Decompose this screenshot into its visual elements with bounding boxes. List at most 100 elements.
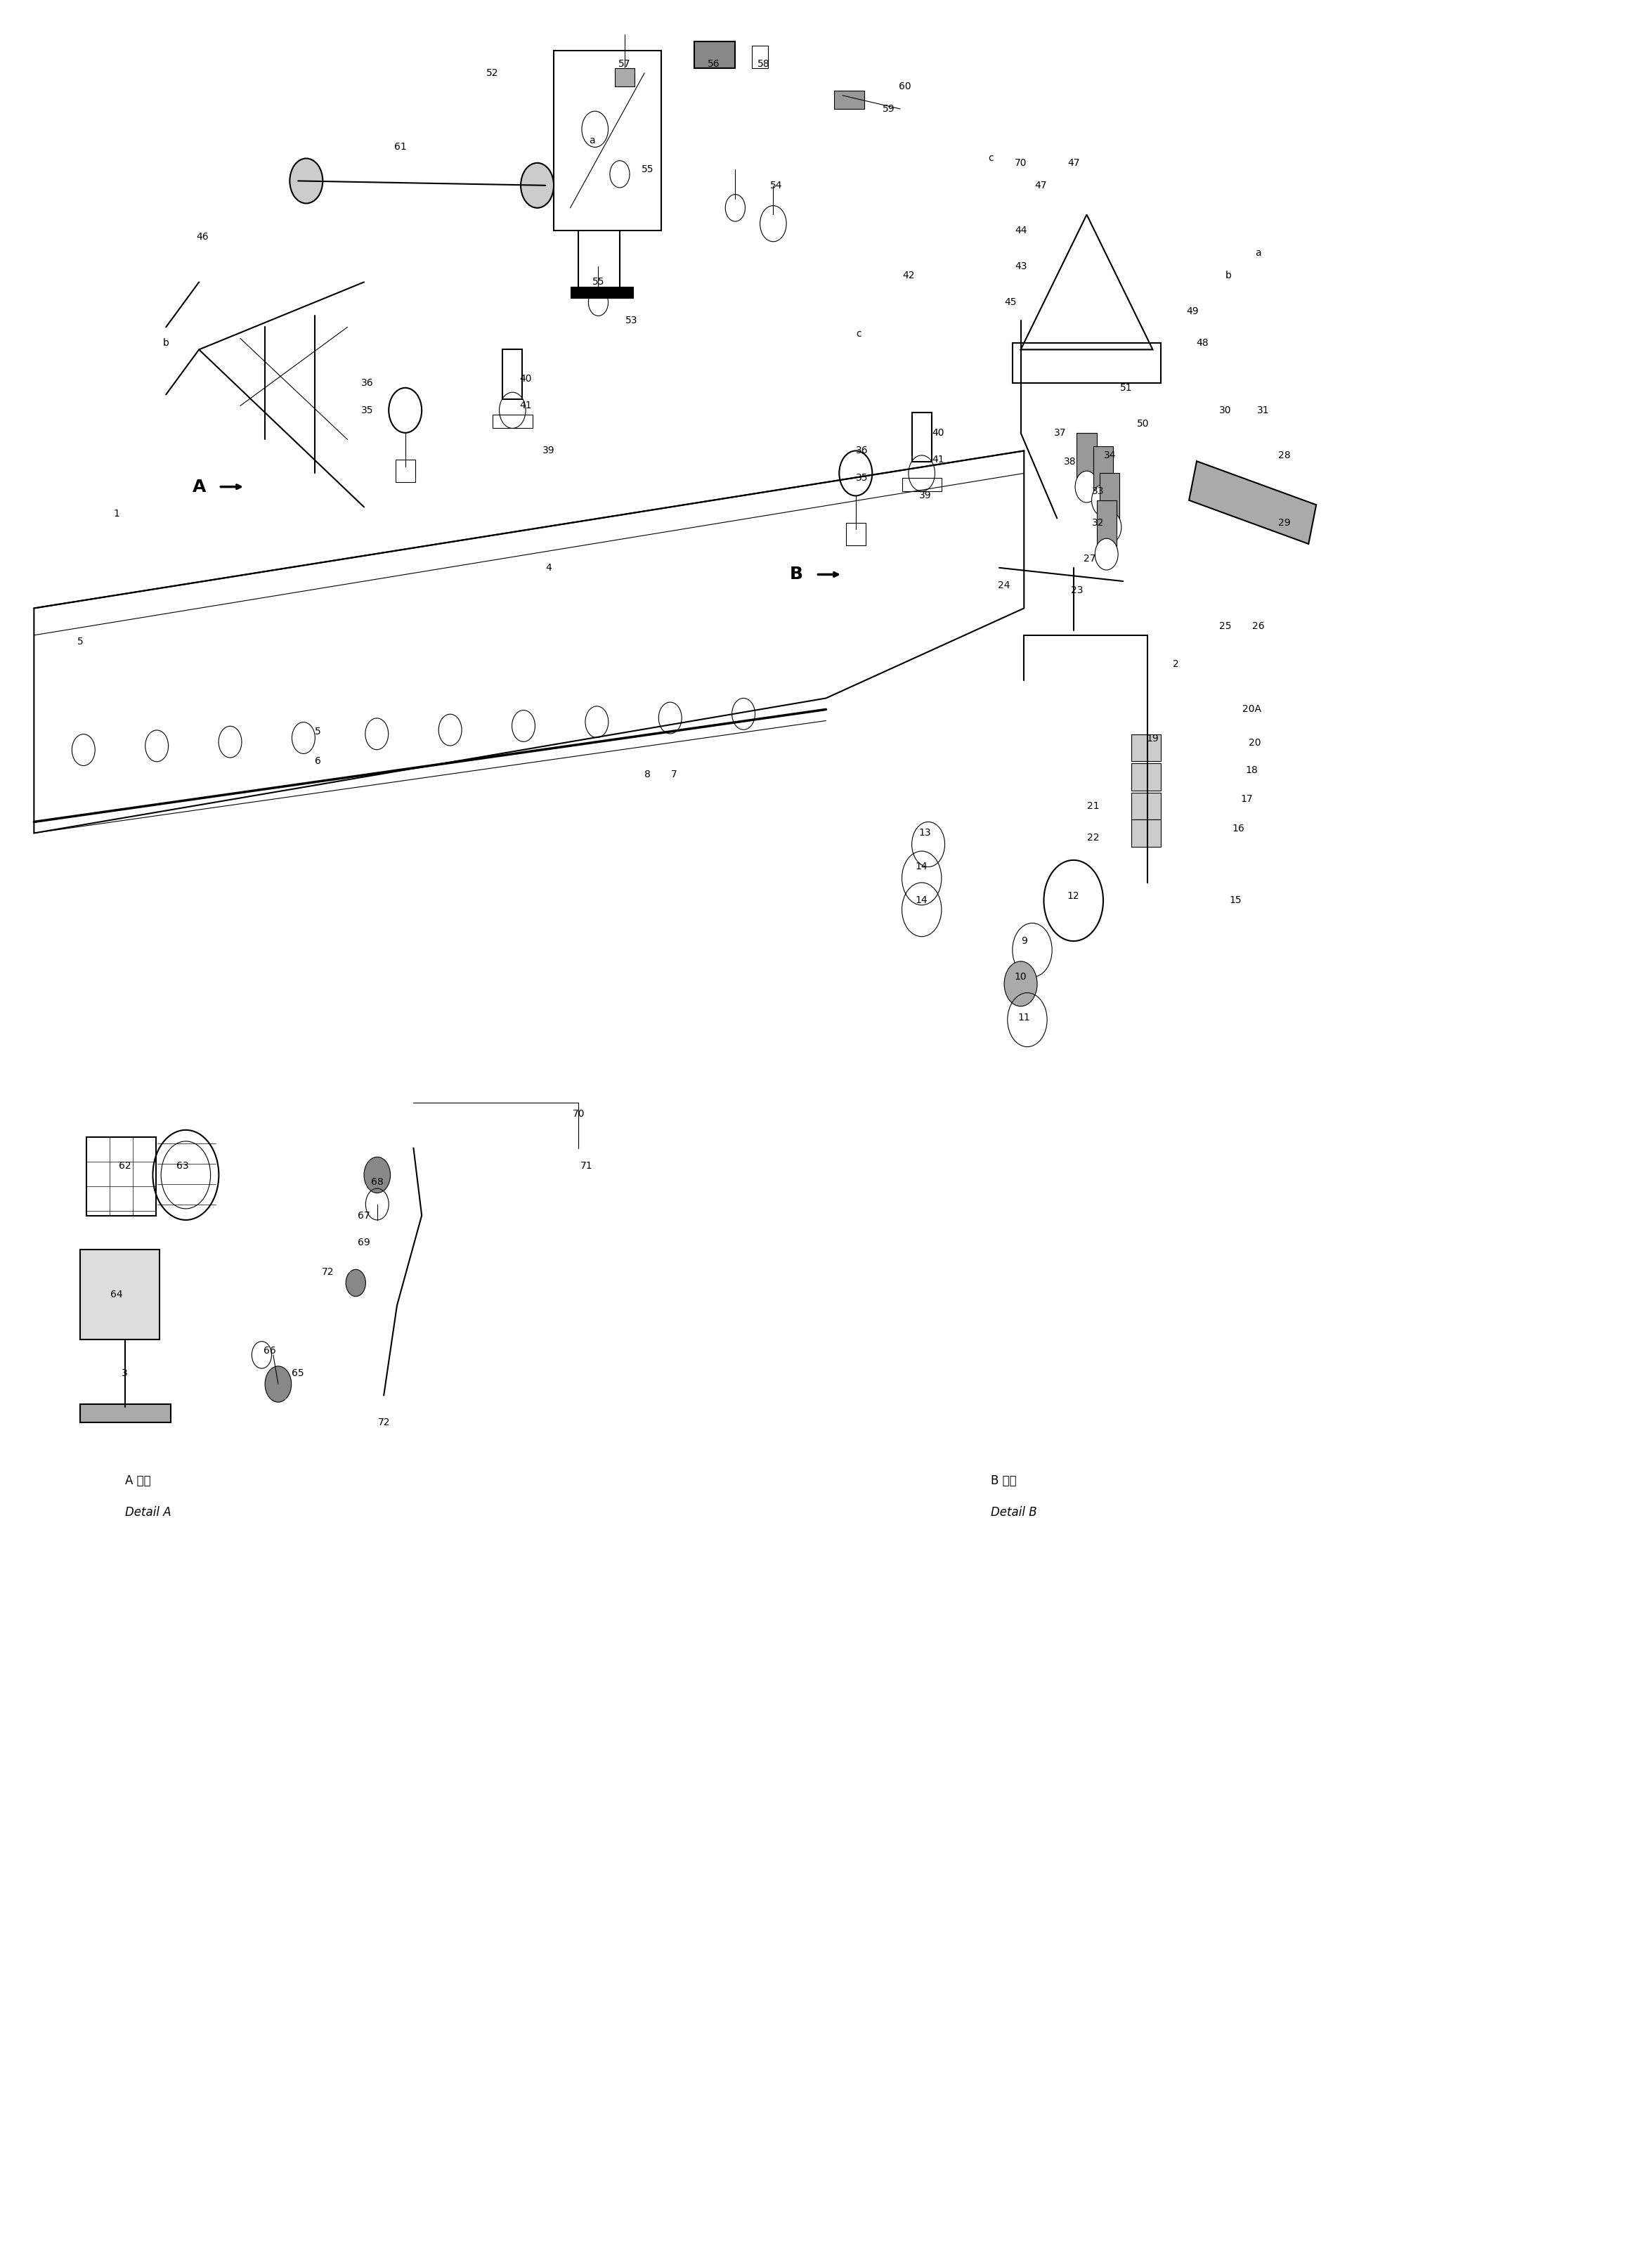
Circle shape [345, 1270, 365, 1297]
Text: 36: 36 [856, 446, 869, 455]
Text: 25: 25 [1219, 621, 1231, 630]
Text: 39: 39 [919, 491, 932, 500]
Text: 65: 65 [292, 1369, 304, 1378]
Bar [553, 50, 661, 230]
Text: 69: 69 [358, 1238, 370, 1247]
Bar [81, 1405, 170, 1423]
Text: Detail A: Detail A [126, 1506, 170, 1519]
Text: 67: 67 [358, 1211, 370, 1220]
Text: 21: 21 [1087, 801, 1100, 810]
Text: 62: 62 [119, 1162, 131, 1171]
Text: 6: 6 [314, 756, 320, 765]
Text: 20A: 20A [1242, 705, 1260, 714]
Text: 44: 44 [1014, 225, 1028, 236]
Bar [1132, 792, 1161, 819]
Circle shape [1092, 484, 1115, 515]
Text: 63: 63 [177, 1162, 188, 1171]
Text: 47: 47 [1067, 158, 1080, 169]
Text: 72: 72 [322, 1267, 334, 1276]
Text: c: c [988, 153, 995, 164]
Text: 51: 51 [1120, 383, 1133, 392]
Bar [752, 45, 768, 68]
Bar [1094, 446, 1113, 495]
Bar [1100, 473, 1120, 522]
Text: 49: 49 [1186, 306, 1198, 315]
Text: 5: 5 [78, 637, 83, 646]
Circle shape [289, 158, 322, 203]
Bar [1097, 500, 1117, 549]
Text: 47: 47 [1034, 180, 1047, 191]
Circle shape [1075, 470, 1099, 502]
Text: 4: 4 [545, 563, 552, 572]
Text: 41: 41 [519, 401, 532, 410]
Text: b: b [1226, 270, 1232, 281]
Text: 1: 1 [114, 509, 119, 518]
Text: 57: 57 [618, 59, 631, 70]
Bar [1132, 763, 1161, 790]
Bar [834, 90, 864, 108]
Text: 29: 29 [1279, 518, 1290, 527]
Text: 72: 72 [378, 1418, 390, 1427]
Text: 64: 64 [111, 1290, 122, 1299]
Bar [1013, 342, 1161, 383]
Text: 70: 70 [572, 1110, 585, 1119]
Text: B 詳細: B 詳細 [991, 1474, 1016, 1488]
Text: 14: 14 [915, 862, 928, 871]
Text: 34: 34 [1104, 450, 1117, 459]
Text: 18: 18 [1246, 765, 1257, 774]
Bar [912, 412, 932, 461]
Text: 5: 5 [316, 727, 320, 736]
Text: 2: 2 [1173, 660, 1180, 669]
Text: 20: 20 [1249, 738, 1260, 747]
Text: 43: 43 [1014, 261, 1028, 272]
Text: 38: 38 [1064, 457, 1077, 466]
Bar [902, 477, 942, 491]
Text: 54: 54 [770, 180, 783, 191]
Text: 59: 59 [882, 104, 895, 115]
Text: 36: 36 [362, 378, 373, 387]
Text: 32: 32 [1092, 518, 1105, 527]
Bar [1132, 819, 1161, 846]
Bar [1077, 432, 1097, 482]
Text: 19: 19 [1146, 734, 1160, 743]
Text: 52: 52 [487, 68, 499, 79]
Text: 11: 11 [1018, 1013, 1031, 1022]
Text: 41: 41 [932, 455, 945, 464]
Text: A 詳細: A 詳細 [126, 1474, 150, 1488]
Text: 26: 26 [1252, 621, 1264, 630]
Text: 12: 12 [1067, 891, 1080, 900]
Text: 13: 13 [919, 828, 932, 837]
Text: 35: 35 [362, 405, 373, 414]
Bar [694, 41, 735, 68]
Text: 58: 58 [757, 59, 770, 70]
Text: 16: 16 [1232, 824, 1244, 833]
Circle shape [1095, 538, 1118, 570]
Text: 28: 28 [1279, 450, 1290, 459]
Text: 70: 70 [1014, 158, 1028, 169]
Bar [81, 1249, 159, 1339]
Text: 48: 48 [1196, 338, 1208, 347]
Text: 14: 14 [915, 896, 928, 905]
Bar [615, 68, 634, 86]
Circle shape [264, 1366, 291, 1402]
Text: 10: 10 [1014, 972, 1028, 981]
Text: c: c [856, 329, 862, 338]
Text: 31: 31 [1257, 405, 1269, 414]
Text: 9: 9 [1021, 936, 1028, 945]
Text: 23: 23 [1070, 585, 1084, 594]
Text: 17: 17 [1241, 795, 1252, 804]
Text: 22: 22 [1087, 833, 1100, 842]
Text: 61: 61 [395, 142, 406, 153]
Text: Detail B: Detail B [991, 1506, 1037, 1519]
Text: 55: 55 [591, 277, 605, 288]
Text: 56: 56 [707, 59, 720, 70]
Bar [1189, 461, 1317, 545]
Text: 55: 55 [641, 164, 654, 176]
Text: 24: 24 [998, 581, 1011, 590]
Text: 46: 46 [197, 232, 208, 243]
Text: b: b [164, 338, 169, 347]
Text: 37: 37 [1054, 428, 1067, 437]
Text: a: a [1256, 248, 1262, 259]
Text: 8: 8 [644, 770, 651, 779]
Text: 7: 7 [671, 770, 677, 779]
